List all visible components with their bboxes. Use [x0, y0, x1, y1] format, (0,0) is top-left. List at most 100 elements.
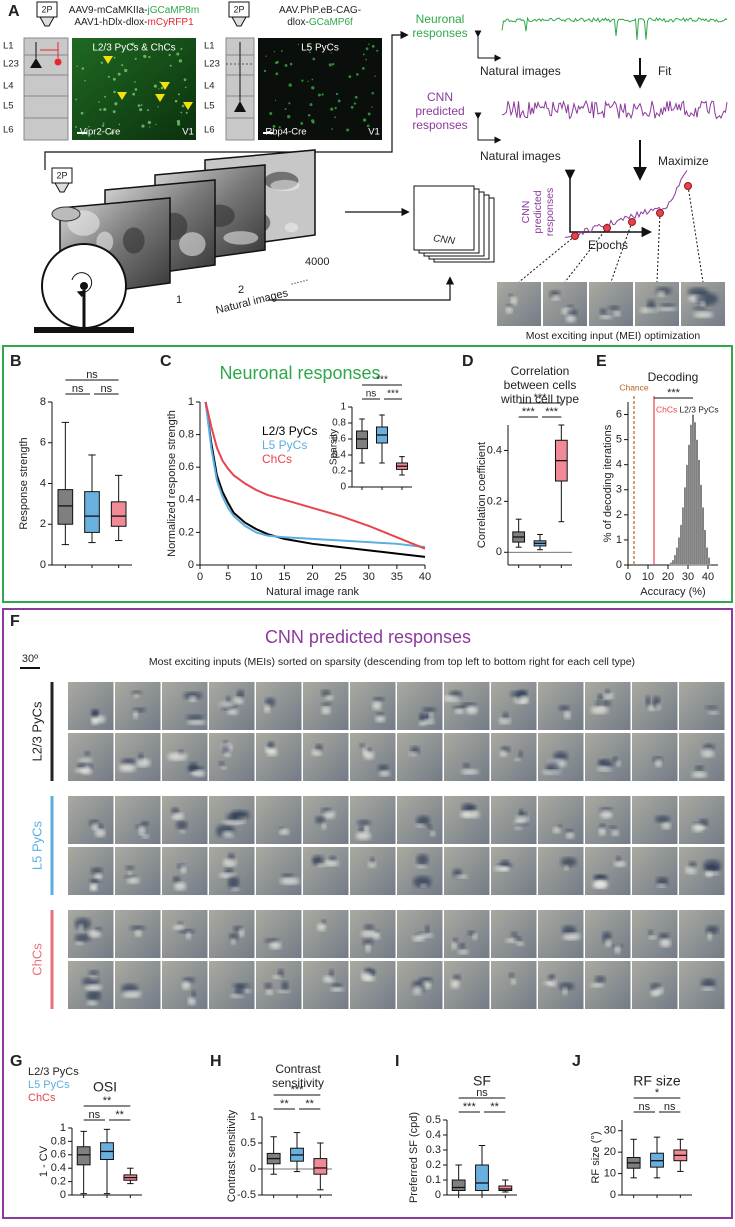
image-blob	[223, 231, 259, 245]
mei-feature	[511, 978, 516, 985]
mei-feature	[598, 827, 606, 836]
cell-dot	[176, 52, 180, 56]
mei-feature	[705, 705, 718, 709]
layer-label: L6	[3, 125, 14, 136]
area-label: V1	[368, 127, 380, 138]
mei-feature	[134, 693, 139, 698]
x-tick-label: 40	[419, 571, 431, 583]
mei-tile	[632, 796, 678, 844]
mei-feature	[514, 826, 522, 830]
y-tick-label: 10	[604, 1167, 616, 1179]
chart-title: Decoding	[648, 370, 699, 384]
y-axis-label: Preferred SF (cpd)	[408, 1112, 420, 1203]
mei-feature	[508, 293, 513, 297]
box	[84, 491, 100, 533]
y-axis-label: Sparsity	[329, 429, 340, 465]
mei-feature	[428, 712, 434, 720]
ellipsis: ......	[289, 272, 310, 288]
cell-dot	[113, 90, 116, 94]
arrowhead-marker	[183, 102, 193, 110]
cell-dot	[121, 64, 124, 67]
mei-feature	[654, 987, 664, 995]
cell-dot	[158, 88, 160, 90]
y-tick-label: 2	[616, 509, 622, 521]
cell-dot	[311, 86, 315, 90]
cell-dot	[181, 104, 185, 108]
mei-feature	[86, 1000, 98, 1006]
cell-dot	[348, 75, 352, 79]
cell-dot	[99, 108, 102, 111]
mei-feature	[659, 933, 670, 940]
x-tick-label: 15	[278, 571, 290, 583]
cell-dot	[274, 61, 278, 65]
y-axis-label: Normalized response strength	[166, 410, 178, 557]
y-tick-label: 0.5	[241, 1137, 256, 1149]
y-tick-label: 0	[616, 559, 622, 571]
histogram-bar	[685, 464, 689, 566]
mei-feature	[661, 822, 671, 830]
mei-feature	[501, 867, 510, 872]
mei-feature	[379, 770, 390, 777]
mei-feature	[467, 805, 477, 811]
arrowhead-marker	[160, 82, 170, 90]
cell-dot	[330, 52, 332, 54]
cell-dot	[100, 61, 104, 65]
mei-feature	[443, 695, 461, 702]
mei-tile	[585, 682, 631, 730]
mei-feature	[227, 708, 238, 715]
y-tick-label: 0.4	[332, 450, 346, 461]
significance-label: ns	[89, 1109, 101, 1121]
image-number: 4000	[305, 256, 329, 268]
arrowhead-marker	[103, 56, 113, 64]
mei-feature	[355, 831, 371, 840]
cell-dot	[334, 116, 336, 119]
dotted-link	[564, 227, 608, 283]
mei-feature	[221, 745, 230, 753]
cell-dot	[168, 53, 171, 57]
y-tick-label: 5	[616, 434, 622, 446]
mei-tile	[632, 910, 678, 958]
mei-feature	[425, 925, 430, 934]
panel-letter: D	[462, 353, 474, 370]
mei-feature	[472, 933, 478, 940]
mei-feature	[516, 941, 524, 946]
mei-feature	[91, 879, 98, 883]
y-tick-label: 4	[616, 459, 622, 471]
mei-feature	[415, 864, 427, 869]
micrograph	[72, 38, 196, 140]
cell-dot	[76, 65, 78, 68]
mei-feature	[176, 820, 188, 830]
mei-feature	[597, 693, 604, 701]
mei-feature	[180, 865, 187, 874]
box	[57, 489, 74, 525]
y-tick-label: 0.6	[179, 461, 194, 473]
x-tick-label: 20	[662, 571, 674, 583]
objective-tip	[231, 16, 247, 27]
mei-feature	[364, 825, 369, 834]
mei-feature	[613, 861, 626, 867]
mei-tile	[256, 796, 302, 844]
mei-feature	[564, 865, 569, 871]
pyramidal-icon	[234, 101, 246, 112]
chart-title: Contrast	[275, 1062, 321, 1076]
significance-label: ns	[664, 1101, 676, 1113]
mei-feature	[141, 821, 149, 826]
mei-feature	[611, 830, 620, 836]
cell-dot	[177, 122, 181, 126]
panel-letter: C	[160, 353, 172, 370]
mei-feature	[231, 887, 240, 891]
significance-label: **	[305, 1098, 314, 1110]
chart-title: RF size	[633, 1073, 681, 1089]
legend-entry: L5 PyCs	[262, 438, 307, 452]
mei-feature	[695, 292, 718, 306]
mei-feature	[608, 305, 620, 311]
histogram-bar	[705, 547, 709, 566]
mei-feature	[704, 871, 720, 876]
caption: Most exciting input (MEI) optimization	[526, 330, 701, 342]
mei-feature	[519, 695, 529, 704]
x-tick-label: 35	[391, 571, 403, 583]
cell-dot	[371, 106, 373, 108]
y-tick-label: 0.8	[51, 1135, 66, 1147]
mei-tile	[585, 796, 631, 844]
significance-label: **	[103, 1095, 112, 1107]
